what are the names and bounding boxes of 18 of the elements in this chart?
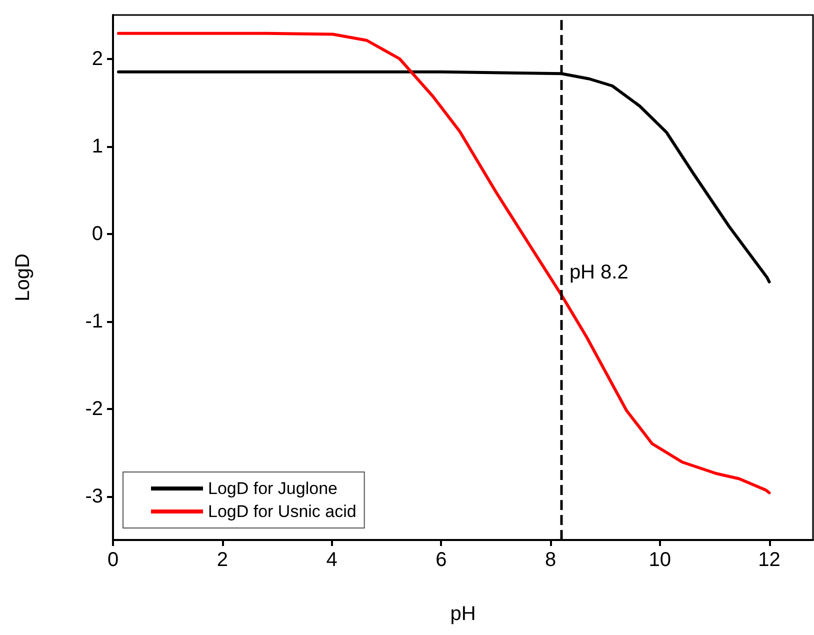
y-axis-title: LogD (12, 254, 34, 302)
y-tick-label: 1 (92, 135, 103, 158)
x-tick-label: 8 (544, 549, 556, 571)
y-tick-label: 2 (92, 48, 103, 70)
x-tick-label: 6 (436, 549, 447, 571)
x-tick-label: 4 (326, 549, 338, 571)
x-axis-title: pH (450, 603, 476, 625)
legend-label: LogD for Juglone (208, 479, 338, 498)
ref-line-label: pH 8.2 (569, 262, 628, 284)
legend-label: LogD for Usnic acid (208, 502, 356, 521)
x-tick-label: 12 (758, 549, 780, 571)
x-tick-label: 10 (648, 549, 671, 571)
y-tick-label: -3 (85, 485, 103, 508)
x-tick-label: 2 (216, 549, 228, 571)
y-tick-label: -1 (85, 310, 103, 332)
y-tick-label: -2 (85, 398, 103, 420)
y-tick-label: 0 (92, 222, 103, 245)
x-tick-label: 0 (107, 549, 119, 571)
